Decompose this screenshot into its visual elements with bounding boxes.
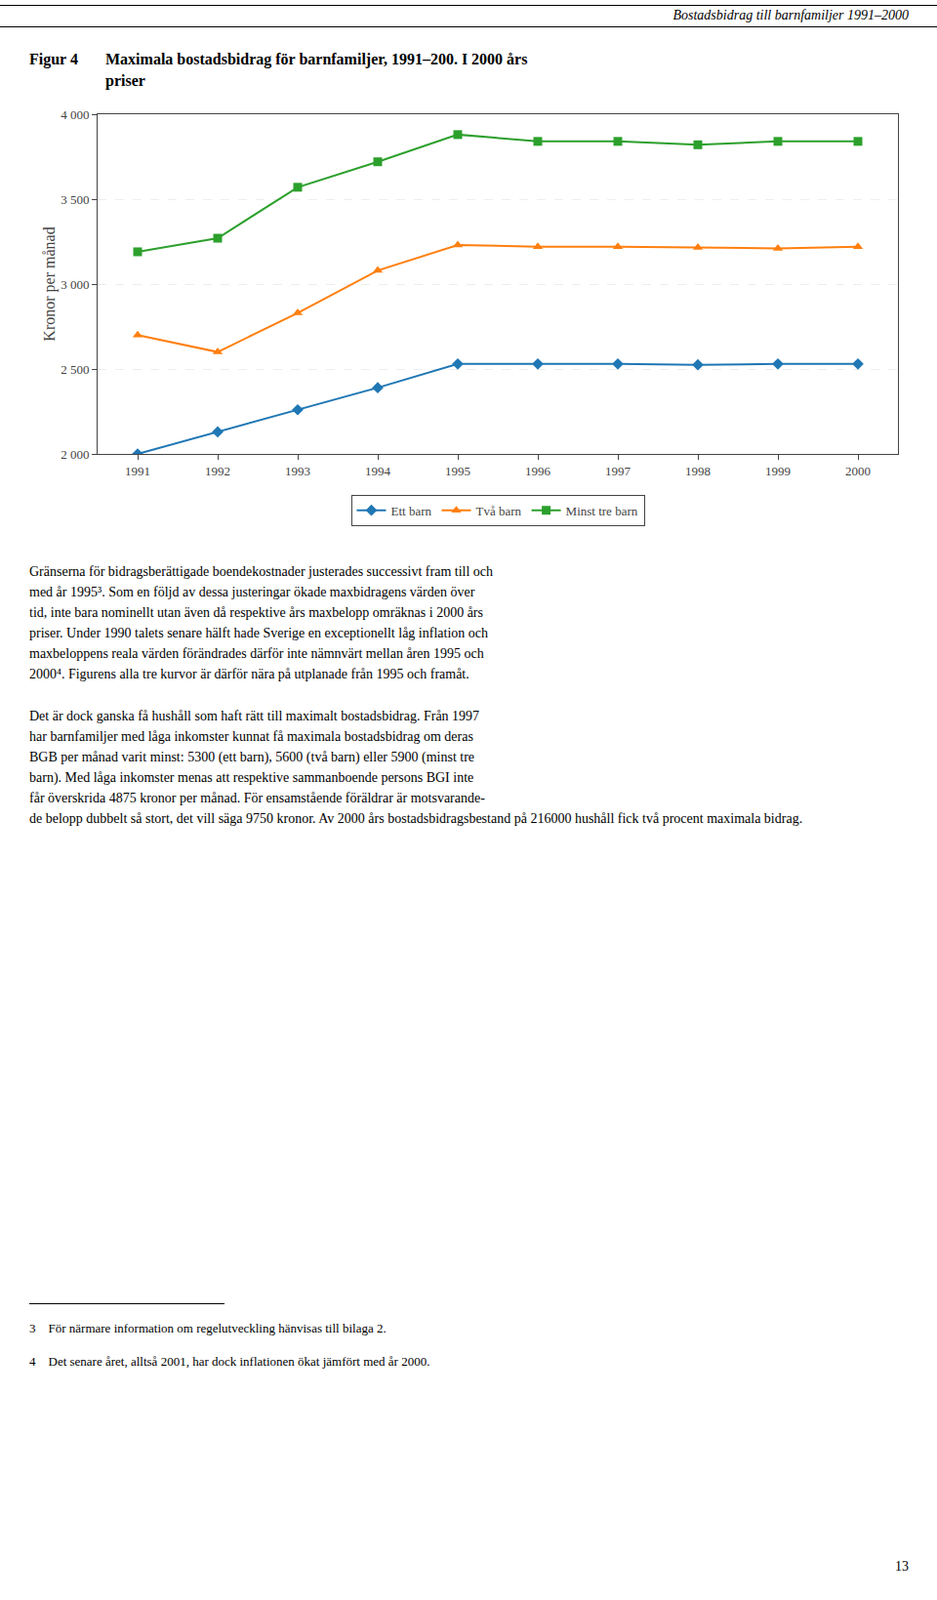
svg-text:4 000: 4 000 bbox=[60, 107, 89, 123]
html-text:får överskrida 4875 kronor per: får överskrida 4875 kronor per månad. Fö… bbox=[29, 790, 485, 806]
svg-text:Kronor per månad: Kronor per månad bbox=[40, 226, 59, 341]
svg-text:1999: 1999 bbox=[765, 463, 791, 479]
html-text:BGB per månad varit minst: 530: BGB per månad varit minst: 5300 (ett bar… bbox=[29, 749, 475, 765]
html-text:4 Det senare året, alltså 2001: 4 Det senare året, alltså 2001, har dock… bbox=[29, 1353, 430, 1369]
svg-text:3 000: 3 000 bbox=[60, 277, 89, 292]
html-text:har barnfamiljer med låga inko: har barnfamiljer med låga inkomster kunn… bbox=[29, 729, 474, 744]
svg-text:2 500: 2 500 bbox=[60, 362, 89, 377]
html-text:med år 1995³. Som en följd av: med år 1995³. Som en följd av dessa just… bbox=[29, 584, 475, 600]
svg-text:1996: 1996 bbox=[525, 463, 552, 479]
svg-text:3 500: 3 500 bbox=[60, 192, 89, 207]
html-text:Figur 4: Figur 4 bbox=[29, 50, 78, 68]
svg-text:1994: 1994 bbox=[365, 463, 392, 479]
svg-text:1995: 1995 bbox=[445, 463, 471, 479]
html-text:Gränserna för bidragsberättiga: Gränserna för bidragsberättigade boendek… bbox=[29, 564, 493, 579]
svg-text:1992: 1992 bbox=[204, 463, 231, 479]
html-text:Det är dock ganska få hushåll: Det är dock ganska få hushåll som haft r… bbox=[29, 708, 480, 724]
html-text:tid, inte bara nominellt utan: tid, inte bara nominellt utan även då re… bbox=[29, 605, 484, 620]
html-text:3 För närmare information om r: 3 För närmare information om regelutveck… bbox=[29, 1320, 387, 1336]
html-text:maxbeloppens reala värden förä: maxbeloppens reala värden förändrades dä… bbox=[29, 646, 484, 661]
html-text:Maximala bostadsbidrag för bar: Maximala bostadsbidrag för barnfamiljer,… bbox=[105, 50, 528, 89]
html-text:barn). Med låga inkomster mena: barn). Med låga inkomster menas att resp… bbox=[29, 770, 474, 785]
svg-text:Minst tre barn: Minst tre barn bbox=[566, 503, 639, 519]
svg-text:Ett barn: Ett barn bbox=[391, 503, 433, 519]
svg-text:2 000: 2 000 bbox=[60, 447, 89, 462]
svg-text:1997: 1997 bbox=[605, 463, 632, 479]
svg-text:1993: 1993 bbox=[285, 463, 311, 479]
html-text:13: 13 bbox=[895, 1558, 909, 1574]
html-text:de belopp dubbelt så stort, de: de belopp dubbelt så stort, det vill säg… bbox=[29, 811, 803, 826]
html-text:Bostadsbidrag till barnfamilje: Bostadsbidrag till barnfamiljer 1991–200… bbox=[672, 7, 909, 23]
html-text:priser. Under 1990 talets sena: priser. Under 1990 talets senare hälft h… bbox=[29, 625, 489, 641]
svg-text:Två barn: Två barn bbox=[476, 503, 523, 519]
svg-text:1991: 1991 bbox=[124, 463, 151, 479]
svg-text:2000: 2000 bbox=[845, 463, 871, 479]
html-text:2000⁴. Figurens alla tre kurvo: 2000⁴. Figurens alla tre kurvor är därfö… bbox=[29, 666, 470, 682]
svg-text:1998: 1998 bbox=[685, 463, 711, 479]
